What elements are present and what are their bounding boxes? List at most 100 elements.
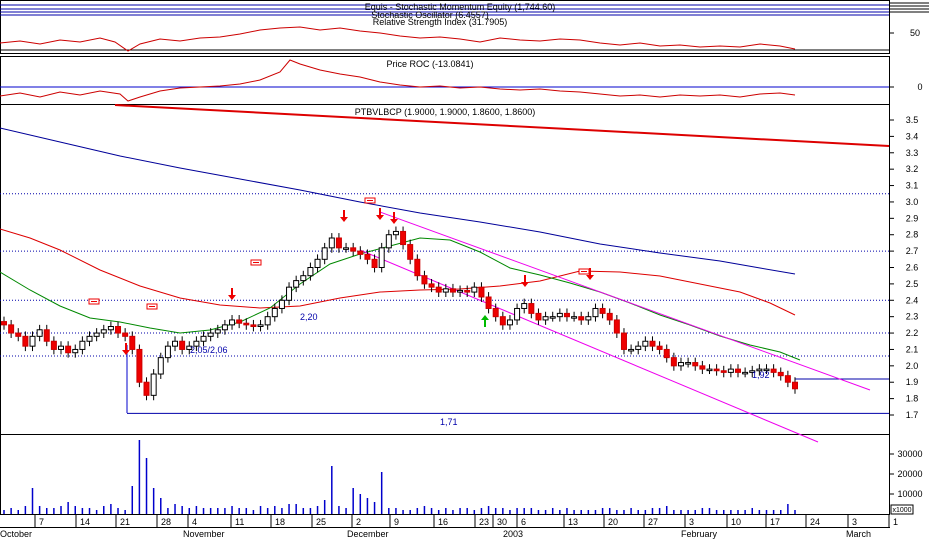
rsi-line [0,26,796,52]
candle [613,315,620,338]
x-tick-label: 30 [497,517,507,527]
candle [1,316,7,330]
candle [157,352,164,379]
top-panel: Equis - Stochastic Momentum Equity (1,74… [0,2,929,52]
candle [578,311,585,325]
candle [65,341,72,358]
candle [792,377,798,394]
candle [699,360,706,375]
candle [43,324,50,347]
candle [628,344,635,355]
month-labels: October November December 2003 February … [0,529,871,539]
candle [499,311,506,330]
candle [129,331,136,355]
volume-y-axis: 30000 20000 10000 [890,449,923,499]
candle [635,341,642,355]
candle [79,336,86,355]
sell-arrow-icon [122,343,130,355]
candle [742,367,749,378]
x-tick-label: 1 [893,517,898,527]
candle [571,311,578,322]
candles [1,226,798,401]
annotation-1-71: 1,71 [440,417,458,427]
candle [250,319,257,332]
price-y-tick: 2.6 [906,263,919,273]
candle [521,298,528,314]
x-tick-label: 21 [120,517,130,527]
moving-average-red [0,228,796,316]
candle [50,336,57,355]
candle [136,344,143,388]
price-y-tick: 2.7 [906,246,919,256]
volume-unit-label: x1000 [892,507,911,514]
flag-marker-icon [578,268,590,275]
candle [663,344,670,363]
month-label-march: March [846,529,871,539]
panel-price-frame [0,104,890,435]
candle [464,285,471,297]
x-tick-label: 6 [521,517,526,527]
candle [271,303,278,322]
month-label-february: February [681,529,718,539]
candle [357,246,364,260]
x-tick-label: 24 [810,517,820,527]
x-tick-label: 28 [161,517,171,527]
top-y-tick: 50 [910,28,920,38]
price-y-tick: 2.3 [906,312,919,322]
price-title: PTBVLBCP (1.9000, 1.9000, 1.8600, 1.8600… [355,107,535,117]
volume-y-tick: 10000 [897,489,922,499]
candle [193,336,200,352]
signal-markers [88,197,594,355]
candle [727,364,734,378]
volume-bars [3,440,796,514]
price-y-tick: 3.3 [906,148,919,158]
volume-y-tick: 20000 [897,469,922,479]
x-tick-label: 13 [568,517,578,527]
rsi-label: Relative Strength Index (31.7905) [373,17,508,27]
candle [236,315,243,329]
candle [214,324,221,338]
candle [243,318,250,330]
candle [677,357,684,371]
candle [300,270,307,286]
annotation-2-20: 2,20 [300,312,318,322]
candle [15,328,22,342]
month-label-november: November [183,529,225,539]
roc-panel: Price ROC (-13.0841) 0 [0,59,923,102]
candle [556,308,563,322]
price-y-tick: 3.5 [906,115,919,125]
candle [585,311,592,325]
candle [599,303,606,319]
x-tick-label: 23 [479,517,489,527]
candle [371,254,378,273]
candle [713,364,720,376]
candle [514,303,521,325]
x-tick-label: 4 [192,517,197,527]
annotation-2-05: 2,05/2,06 [190,345,228,355]
price-y-tick: 2.4 [906,295,919,305]
price-y-tick: 3.4 [906,131,919,141]
candle [100,324,107,338]
price-y-tick: 3.1 [906,181,919,191]
candle [407,239,414,265]
candle [414,254,421,281]
price-y-tick: 1.7 [906,410,919,420]
candle [549,311,556,322]
candle [143,377,150,401]
roc-title: Price ROC (-13.0841) [386,59,473,69]
price-y-tick: 2.5 [906,279,919,289]
candle [72,344,79,358]
candle [528,298,535,319]
candle [492,303,499,322]
candle [670,352,677,371]
candle [86,331,93,347]
x-tick-label: 25 [316,517,326,527]
x-tick-label: 20 [608,517,618,527]
channel-lower-line [359,249,819,443]
sell-arrow-icon [228,288,236,300]
candle [428,278,435,293]
volume-unit-box [890,504,914,515]
candle [777,367,784,381]
candle [328,233,335,253]
x-axis: 7 14 21 28 4 11 18 25 2 9 16 23 30 6 13 20 27 3 10 17 24 3 1 [34,515,898,527]
